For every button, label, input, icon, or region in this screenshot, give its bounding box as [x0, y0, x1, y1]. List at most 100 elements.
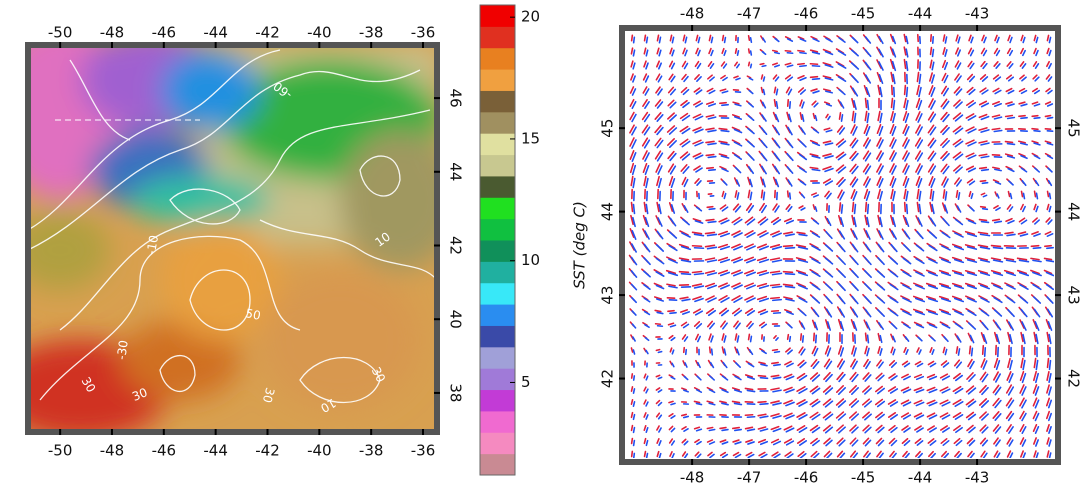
x-tick-label: -40 [307, 24, 332, 42]
vector [970, 36, 974, 44]
vector [679, 138, 689, 146]
vector [877, 214, 881, 226]
vector [940, 271, 952, 277]
vector [838, 360, 846, 370]
vector [642, 99, 648, 107]
vector [797, 49, 805, 53]
vector [736, 192, 740, 200]
vector [968, 88, 976, 96]
vector [759, 218, 769, 226]
vector [994, 386, 1002, 396]
vector [876, 228, 882, 238]
vector [693, 285, 705, 289]
vector [876, 59, 882, 69]
vector [720, 219, 730, 225]
vector [799, 361, 807, 369]
vector [1032, 423, 1038, 433]
vector [939, 386, 949, 392]
vector [864, 426, 872, 434]
vector [942, 113, 950, 123]
vector [955, 88, 963, 96]
vector [849, 150, 857, 160]
vector [1032, 296, 1042, 304]
vector [681, 153, 691, 161]
vector [966, 271, 978, 277]
vector [809, 256, 819, 262]
vector [839, 216, 845, 228]
vector [851, 295, 859, 305]
vector [717, 243, 729, 249]
vector [1032, 271, 1042, 277]
vector [992, 179, 1000, 183]
vector [952, 230, 962, 236]
vector [1033, 370, 1037, 382]
vector [809, 62, 819, 66]
vector [968, 426, 976, 434]
vector [879, 348, 883, 356]
vector [773, 99, 777, 107]
vector [643, 139, 651, 149]
vector [849, 385, 857, 393]
vector [938, 269, 950, 275]
vector [746, 428, 756, 432]
colorbar-band [480, 389, 515, 412]
vector [1008, 426, 1014, 434]
vector [656, 450, 660, 458]
vector [1047, 412, 1053, 422]
vector [1009, 359, 1013, 371]
x-tick-label: -43 [965, 5, 990, 23]
vector [943, 178, 949, 188]
vector [630, 214, 634, 226]
vector [878, 152, 884, 162]
vector [941, 323, 951, 329]
vector [645, 177, 649, 189]
vector [759, 440, 769, 446]
vector [942, 100, 950, 110]
vector [629, 150, 635, 160]
vector [655, 73, 661, 81]
vector [956, 205, 962, 213]
vector [995, 49, 1001, 57]
vector [645, 203, 649, 215]
vector [825, 452, 833, 458]
vector [980, 400, 990, 408]
vector [955, 34, 959, 42]
vector [1008, 439, 1014, 447]
vector [1047, 321, 1053, 331]
vector [915, 450, 921, 458]
vector [849, 163, 857, 173]
vector [643, 310, 651, 316]
vector [952, 138, 962, 146]
vector [993, 331, 999, 343]
vector [643, 201, 647, 213]
vector [969, 360, 975, 370]
vector [954, 73, 960, 81]
vector [775, 88, 779, 96]
vector [798, 427, 808, 433]
vector [679, 125, 689, 133]
vector [696, 180, 702, 186]
vector [693, 87, 701, 93]
vector [667, 309, 675, 313]
vector [719, 165, 727, 171]
vector [917, 113, 923, 123]
vector [761, 349, 767, 355]
vector [838, 88, 846, 96]
vector [905, 48, 909, 58]
vector [695, 322, 703, 330]
vector [770, 216, 780, 224]
vector [926, 269, 936, 275]
vector [979, 179, 987, 183]
vector [903, 201, 907, 213]
vector [977, 231, 989, 235]
vector [957, 348, 961, 356]
vector [719, 451, 727, 457]
vector [653, 296, 663, 300]
x-tick-label: -46 [794, 469, 819, 487]
vector [719, 271, 731, 277]
vector [800, 207, 806, 211]
vector [969, 452, 975, 458]
vector [926, 412, 936, 418]
vector [783, 217, 793, 223]
vector [916, 139, 924, 149]
